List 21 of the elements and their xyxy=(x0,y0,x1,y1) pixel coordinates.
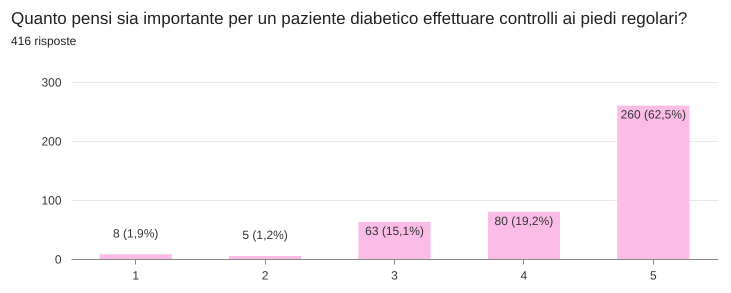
x-tick-label: 3 xyxy=(391,268,398,282)
x-tick-label: 4 xyxy=(520,268,528,282)
chart-subtitle: 416 risposte xyxy=(10,34,77,48)
x-tick-label: 5 xyxy=(650,268,657,282)
data-label: 8 (1,9%) xyxy=(113,226,158,240)
y-tick-label: 0 xyxy=(54,252,62,266)
x-tick-label: 2 xyxy=(262,268,269,282)
bar xyxy=(228,256,302,259)
y-tick-label: 200 xyxy=(41,134,62,148)
y-tick-label: 300 xyxy=(41,76,62,90)
x-tick-label: 1 xyxy=(132,268,140,282)
data-label: 63 (15,1%) xyxy=(365,224,424,238)
bar xyxy=(358,222,431,259)
bar xyxy=(100,254,172,259)
data-label: 5 (1,2%) xyxy=(242,228,288,242)
bar xyxy=(617,106,690,259)
y-tick-label: 100 xyxy=(41,194,62,208)
data-label: 80 (19,2%) xyxy=(494,214,554,228)
chart-title: Quanto pensi sia importante per un paziente diabetico effettuare controlli ai piedi regolari? xyxy=(10,9,688,28)
data-label: 260 (62,5%) xyxy=(620,108,686,122)
bar xyxy=(488,212,560,259)
